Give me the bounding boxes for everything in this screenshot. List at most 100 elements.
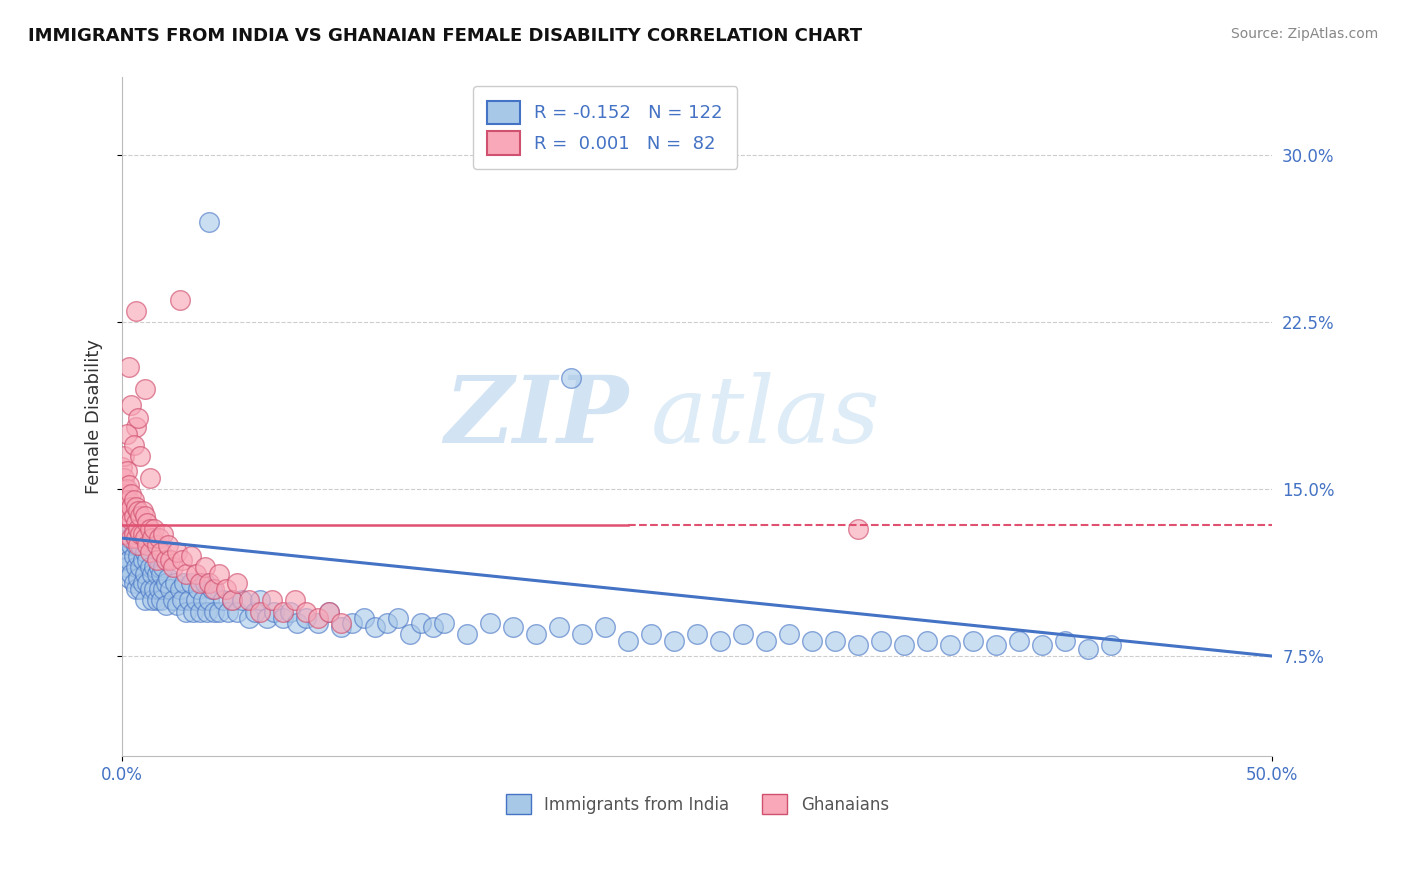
Point — [177, 593, 200, 607]
Point — [120, 566, 142, 581]
Point — [593, 620, 616, 634]
Legend: Immigrants from India, Ghanaians: Immigrants from India, Ghanaians — [498, 786, 897, 822]
Point — [125, 420, 148, 434]
Point — [145, 566, 167, 581]
Point — [150, 566, 173, 581]
Point — [120, 398, 142, 412]
Point — [138, 544, 160, 558]
Point — [162, 560, 184, 574]
Point — [1099, 638, 1122, 652]
Point — [118, 477, 141, 491]
Point — [801, 633, 824, 648]
Point — [307, 611, 329, 625]
Point — [184, 566, 207, 581]
Point — [143, 522, 166, 536]
Point — [249, 605, 271, 619]
Point — [180, 549, 202, 563]
Point — [170, 553, 193, 567]
Point — [571, 627, 593, 641]
Point — [112, 486, 135, 500]
Point — [221, 593, 243, 607]
Point — [120, 531, 142, 545]
Point — [664, 633, 686, 648]
Point — [340, 615, 363, 630]
Point — [150, 593, 173, 607]
Point — [176, 605, 198, 619]
Point — [245, 605, 267, 619]
Point — [118, 493, 141, 508]
Point — [548, 620, 571, 634]
Point — [162, 593, 184, 607]
Point — [157, 571, 180, 585]
Point — [122, 526, 145, 541]
Point — [155, 575, 177, 590]
Point — [136, 575, 159, 590]
Point — [238, 611, 260, 625]
Point — [134, 566, 156, 581]
Point — [1077, 642, 1099, 657]
Point — [112, 504, 135, 518]
Point — [271, 611, 294, 625]
Point — [221, 593, 243, 607]
Point — [524, 627, 547, 641]
Point — [387, 611, 409, 625]
Point — [986, 638, 1008, 652]
Point — [122, 493, 145, 508]
Point — [112, 449, 135, 463]
Point — [824, 633, 846, 648]
Point — [122, 575, 145, 590]
Point — [127, 504, 149, 518]
Point — [125, 582, 148, 597]
Point — [169, 293, 191, 307]
Point — [118, 359, 141, 374]
Point — [217, 605, 239, 619]
Point — [141, 566, 163, 581]
Point — [256, 611, 278, 625]
Point — [115, 482, 138, 496]
Point — [155, 553, 177, 567]
Point — [318, 605, 340, 619]
Point — [202, 605, 225, 619]
Point — [132, 526, 155, 541]
Point — [134, 544, 156, 558]
Point — [112, 526, 135, 541]
Point — [112, 526, 135, 541]
Point — [295, 611, 318, 625]
Point — [127, 522, 149, 536]
Point — [263, 605, 285, 619]
Point — [125, 304, 148, 318]
Point — [433, 615, 456, 630]
Point — [173, 575, 195, 590]
Point — [184, 593, 207, 607]
Point — [129, 538, 152, 552]
Point — [115, 560, 138, 574]
Y-axis label: Female Disability: Female Disability — [86, 339, 103, 494]
Point — [201, 582, 224, 597]
Point — [152, 526, 174, 541]
Point — [191, 593, 214, 607]
Point — [159, 553, 181, 567]
Point — [112, 549, 135, 563]
Point — [125, 560, 148, 574]
Point — [132, 504, 155, 518]
Point — [212, 593, 235, 607]
Point — [125, 516, 148, 530]
Point — [127, 549, 149, 563]
Point — [194, 575, 217, 590]
Point — [176, 566, 198, 581]
Point — [127, 571, 149, 585]
Text: atlas: atlas — [651, 372, 880, 462]
Point — [136, 553, 159, 567]
Point — [249, 593, 271, 607]
Point — [129, 582, 152, 597]
Point — [318, 605, 340, 619]
Point — [145, 593, 167, 607]
Point — [870, 633, 893, 648]
Point — [231, 593, 253, 607]
Point — [502, 620, 524, 634]
Point — [214, 582, 236, 597]
Point — [686, 627, 709, 641]
Point — [115, 493, 138, 508]
Point — [145, 553, 167, 567]
Point — [141, 593, 163, 607]
